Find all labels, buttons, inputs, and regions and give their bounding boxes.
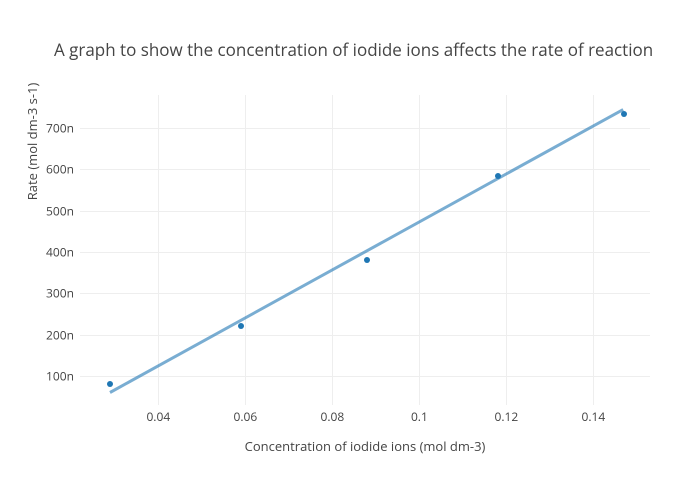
y-axis-label: Rate (mol dm-3 s-1) [23,83,41,201]
data-point[interactable] [364,257,370,263]
x-tick-label: 0.14 [582,408,606,425]
x-tick-label: 0.08 [320,408,344,425]
grid-line-horizontal [80,211,650,212]
chart-title: A graph to show the concentration of iod… [54,38,653,61]
x-tick-label: 0.12 [495,408,519,425]
y-tick-label: 400n [24,244,74,261]
grid-line-vertical [419,95,420,405]
data-point[interactable] [621,111,627,117]
data-point[interactable] [107,381,113,387]
grid-line-horizontal [80,335,650,336]
grid-line-vertical [506,95,507,405]
x-axis-label: Concentration of iodide ions (mol dm-3) [245,437,486,455]
y-tick-label: 100n [24,368,74,385]
grid-line-vertical [158,95,159,405]
grid-line-horizontal [80,376,650,377]
y-tick-label: 300n [24,285,74,302]
grid-line-vertical [332,95,333,405]
grid-line-horizontal [80,128,650,129]
x-tick-label: 0.1 [411,408,428,425]
plot-area[interactable]: 0.040.060.080.10.120.14100n200n300n400n5… [80,95,650,405]
grid-line-vertical [593,95,594,405]
data-point[interactable] [238,323,244,329]
x-tick-label: 0.06 [233,408,257,425]
y-tick-label: 200n [24,326,74,343]
grid-line-horizontal [80,293,650,294]
grid-line-horizontal [80,169,650,170]
x-tick-label: 0.04 [146,408,170,425]
y-tick-label: 500n [24,202,74,219]
grid-line-vertical [245,95,246,405]
data-point[interactable] [495,173,501,179]
